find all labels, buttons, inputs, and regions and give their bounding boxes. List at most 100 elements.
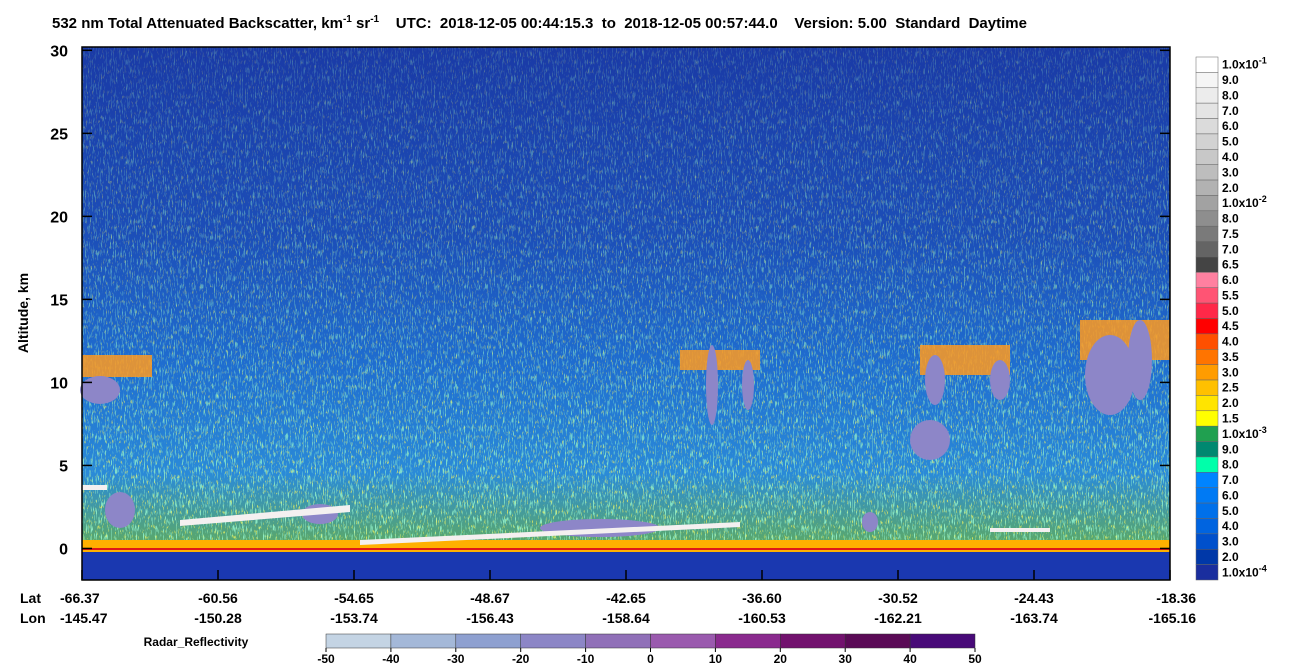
x-tick-label: -153.74	[330, 610, 378, 626]
colorbar-box	[1195, 349, 1219, 365]
y-tick-label: 10	[50, 375, 68, 392]
radar-colorbar-box	[715, 633, 781, 649]
radar-tick-label: 20	[774, 652, 788, 666]
radar-tick-label: -20	[512, 652, 530, 666]
colorbar-box	[1195, 102, 1219, 119]
colorbar-box	[1195, 502, 1219, 519]
y-tick-label: 0	[59, 541, 68, 558]
colorbar-label-text: 9.0	[1222, 442, 1239, 456]
x-tick-label: -54.65	[334, 590, 374, 606]
x-tick-label: -158.64	[602, 610, 650, 626]
colorbar-label: 1.0x10-3	[1222, 425, 1267, 441]
radar-tick-label: 10	[709, 652, 723, 666]
colorbar-label: 8.0	[1222, 212, 1239, 226]
colorbar-label: 6.5	[1222, 258, 1239, 272]
colorbar-label: 4.0	[1222, 519, 1239, 533]
radar-tick-label: 50	[968, 652, 982, 666]
colorbar-label: 2.0	[1222, 550, 1239, 564]
colorbar-label-sup: -3	[1259, 425, 1267, 435]
y-tick-label: 20	[50, 209, 68, 226]
radar-tick-label: 0	[647, 652, 654, 666]
colorbar-label: 8.0	[1222, 88, 1239, 102]
x-tick-label: -163.74	[1010, 610, 1058, 626]
colorbar-box	[1195, 87, 1219, 104]
title-part: UTC: 2018-12-05 00:44:15.3 to 2018-12-05…	[379, 15, 1027, 32]
colorbar-box	[1195, 256, 1219, 273]
colorbar-label-text: 6.0	[1222, 273, 1239, 287]
colorbar-box	[1195, 179, 1219, 196]
x-tick-label: -36.60	[742, 590, 782, 606]
colorbar-label: 4.5	[1222, 319, 1239, 333]
colorbar-label: 2.5	[1222, 381, 1239, 395]
colorbar-box	[1195, 533, 1219, 550]
title-sup: -1	[370, 14, 379, 25]
colorbar-label-sup: -1	[1259, 56, 1267, 66]
colorbar-label: 7.5	[1222, 227, 1239, 241]
colorbar-box	[1195, 210, 1219, 227]
colorbar-label: 3.0	[1222, 365, 1239, 379]
colorbar-label-text: 1.0x10	[1222, 565, 1259, 579]
colorbar-box	[1195, 395, 1219, 412]
colorbar-label-text: 2.0	[1222, 181, 1239, 195]
colorbar-label: 4.0	[1222, 150, 1239, 164]
x-tick-label: -30.52	[878, 590, 918, 606]
colorbar-label-text: 8.0	[1222, 88, 1239, 102]
colorbar-label-text: 3.5	[1222, 350, 1239, 364]
colorbar-box	[1195, 564, 1219, 581]
radar-cloud	[80, 320, 1152, 537]
colorbar-label: 7.0	[1222, 242, 1239, 256]
x-row-label: Lat	[20, 590, 41, 606]
colorbar-label-text: 4.5	[1222, 319, 1239, 333]
colorbar-label-text: 7.0	[1222, 104, 1239, 118]
colorbar-label-text: 3.0	[1222, 535, 1239, 549]
colorbar-label: 5.5	[1222, 288, 1239, 302]
x-tick-label: -18.36	[1156, 590, 1196, 606]
x-tick-label: -48.67	[470, 590, 510, 606]
colorbar-label-text: 4.0	[1222, 335, 1239, 349]
colorbar-label-text: 2.0	[1222, 550, 1239, 564]
colorbar-label: 1.0x10-1	[1222, 56, 1267, 72]
radar-tick-label: 40	[903, 652, 917, 666]
colorbar-label: 1.5	[1222, 411, 1239, 425]
colorbar-label-text: 2.5	[1222, 381, 1239, 395]
radar-colorbar-box	[455, 633, 521, 649]
plot-area	[80, 46, 1171, 581]
y-tick-label: 15	[50, 292, 68, 309]
colorbar-label: 2.0	[1222, 181, 1239, 195]
radar-colorbar-box	[909, 633, 976, 649]
colorbar-box	[1195, 548, 1219, 565]
colorbar-label-text: 1.0x10	[1222, 196, 1259, 210]
colorbar-label-text: 8.0	[1222, 458, 1239, 472]
colorbar-label-text: 5.0	[1222, 135, 1239, 149]
colorbar-label: 1.0x10-2	[1222, 194, 1267, 210]
colorbar-label-text: 1.0x10	[1222, 427, 1259, 441]
colorbar-label: 9.0	[1222, 442, 1239, 456]
colorbar-label-text: 2.0	[1222, 396, 1239, 410]
colorbar-label: 2.0	[1222, 396, 1239, 410]
colorbar-box	[1195, 72, 1219, 89]
x-tick-label: -60.56	[198, 590, 238, 606]
colorbar-box	[1195, 364, 1219, 381]
colorbar-label-text: 3.0	[1222, 165, 1239, 179]
colorbar-box	[1195, 487, 1219, 504]
colorbar-box	[1195, 472, 1219, 488]
y-axis-label: Altitude, km	[15, 273, 31, 353]
colorbar-box	[1195, 149, 1219, 165]
radar-colorbar-box	[325, 633, 392, 649]
title-part: 532 nm Total Attenuated Backscatter, km	[52, 15, 343, 32]
colorbar-label-text: 9.0	[1222, 73, 1239, 87]
colorbar-label-text: 7.0	[1222, 473, 1239, 487]
colorbar-label-text: 1.5	[1222, 411, 1239, 425]
radar-title: Radar_Reflectivity	[144, 635, 249, 649]
colorbar-box	[1195, 195, 1219, 212]
colorbar-label-text: 6.0	[1222, 488, 1239, 502]
radar-colorbar-box	[585, 633, 651, 649]
radar-tick-label: -30	[447, 652, 465, 666]
radar-tick-label: 30	[839, 652, 853, 666]
colorbar-box	[1195, 241, 1219, 258]
x-tick-label: -150.28	[194, 610, 242, 626]
y-tick-label: 5	[59, 458, 68, 475]
radar-tick-label: -10	[577, 652, 595, 666]
colorbar-label: 6.0	[1222, 488, 1239, 502]
